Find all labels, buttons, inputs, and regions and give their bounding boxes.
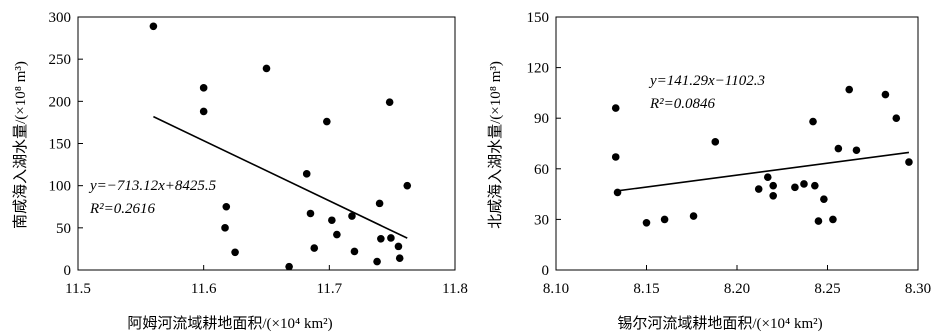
right-scatter-panel: y=141.29x−1102.3 R²=0.0846 锡尔河流域耕地面积/(×1… [487,10,931,332]
right-x-tick-label: 8.20 [724,281,750,297]
right-data-point [769,181,777,190]
right-data-point [845,85,854,94]
right-x-tick-label: 8.15 [633,281,659,297]
left-data-point [395,254,404,262]
left-y-tick-label: 200 [49,94,72,110]
left-data-point [199,107,208,116]
right-data-point [905,158,913,166]
right-y-tick-label: 60 [534,162,549,178]
left-y-tick-label: 0 [64,263,72,279]
left-y-axis-label: 南咸海入湖水量/(×10⁸ m³) [12,61,29,229]
left-plot-frame [77,16,456,271]
left-data-point [394,242,403,251]
left-y-tick-label: 300 [49,10,72,26]
right-data-point [814,217,823,225]
left-data-point [350,247,359,256]
right-data-point [834,144,843,153]
left-x-tick-label: 11.7 [316,281,342,297]
left-trend-line [153,115,408,239]
left-y-tick-label: 50 [56,221,71,237]
left-data-point [403,181,412,190]
right-data-point [881,90,890,99]
left-x-axis-label: 阿姆河流域耕地面积/(×10⁴ km²) [127,314,332,332]
right-data-point [800,180,808,188]
left-y-tick-label: 100 [49,179,72,195]
right-data-point [892,114,901,122]
right-regression-equation: y=141.29x−1102.3 [648,73,765,89]
right-data-point [611,104,620,112]
right-data-point [763,173,772,182]
left-data-point [328,216,336,225]
right-plot-frame [555,16,919,271]
right-data-point [852,146,861,155]
right-data-point [660,215,669,224]
right-r-squared: R²=0.0846 [649,96,716,112]
left-data-point [385,98,394,106]
left-scatter-panel: y=−713.12x+8425.5 R²=0.2616 阿姆河流域耕地面积/(×… [12,10,468,332]
left-data-point [375,199,384,208]
left-data-point [302,170,311,178]
left-r-squared: R²=0.2616 [89,201,156,217]
right-y-tick-label: 30 [534,212,549,228]
right-data-point [811,181,819,190]
left-data-point [285,262,293,271]
right-trend-line [615,151,910,192]
left-x-tick-label: 11.8 [442,281,468,297]
right-data-point [689,212,698,220]
left-data-point [348,212,356,220]
right-data-point [711,138,720,146]
left-data-point [373,257,381,266]
left-data-point [333,230,341,239]
left-data-point [222,202,231,211]
left-regression-equation: y=−713.12x+8425.5 [88,178,217,194]
left-y-tick-label: 250 [49,52,72,68]
left-data-point [377,234,385,243]
left-data-point [323,117,331,126]
left-x-tick-label: 11.5 [65,281,91,297]
right-y-tick-label: 150 [527,10,550,26]
right-x-axis-label: 锡尔河流域耕地面积/(×10⁴ km²) [617,314,822,332]
right-x-tick-label: 8.10 [543,281,569,297]
right-x-tick-label: 8.30 [905,281,931,297]
right-y-tick-label: 0 [542,263,550,279]
left-data-point [387,234,395,242]
right-data-point [642,218,651,227]
right-data-point [613,188,622,197]
right-data-point [820,195,828,203]
right-data-point [809,117,817,126]
right-data-point [829,215,837,224]
left-data-point [149,22,158,31]
left-data-point [199,84,208,92]
left-data-point [310,244,319,252]
left-data-point [306,209,315,218]
left-data-point [262,64,271,73]
left-data-point [221,224,229,232]
right-data-point [611,153,620,161]
left-y-tick-label: 150 [49,137,72,153]
right-y-tick-label: 120 [527,61,550,77]
right-data-point [769,191,777,200]
left-x-tick-label: 11.6 [191,281,217,297]
right-x-tick-label: 8.25 [814,281,840,297]
right-y-tick-label: 90 [534,111,549,127]
right-data-point [754,185,763,193]
left-data-point [231,248,239,257]
right-data-point [791,183,799,192]
right-y-axis-label: 北咸海入湖水量/(×10⁸ m³) [487,61,504,229]
